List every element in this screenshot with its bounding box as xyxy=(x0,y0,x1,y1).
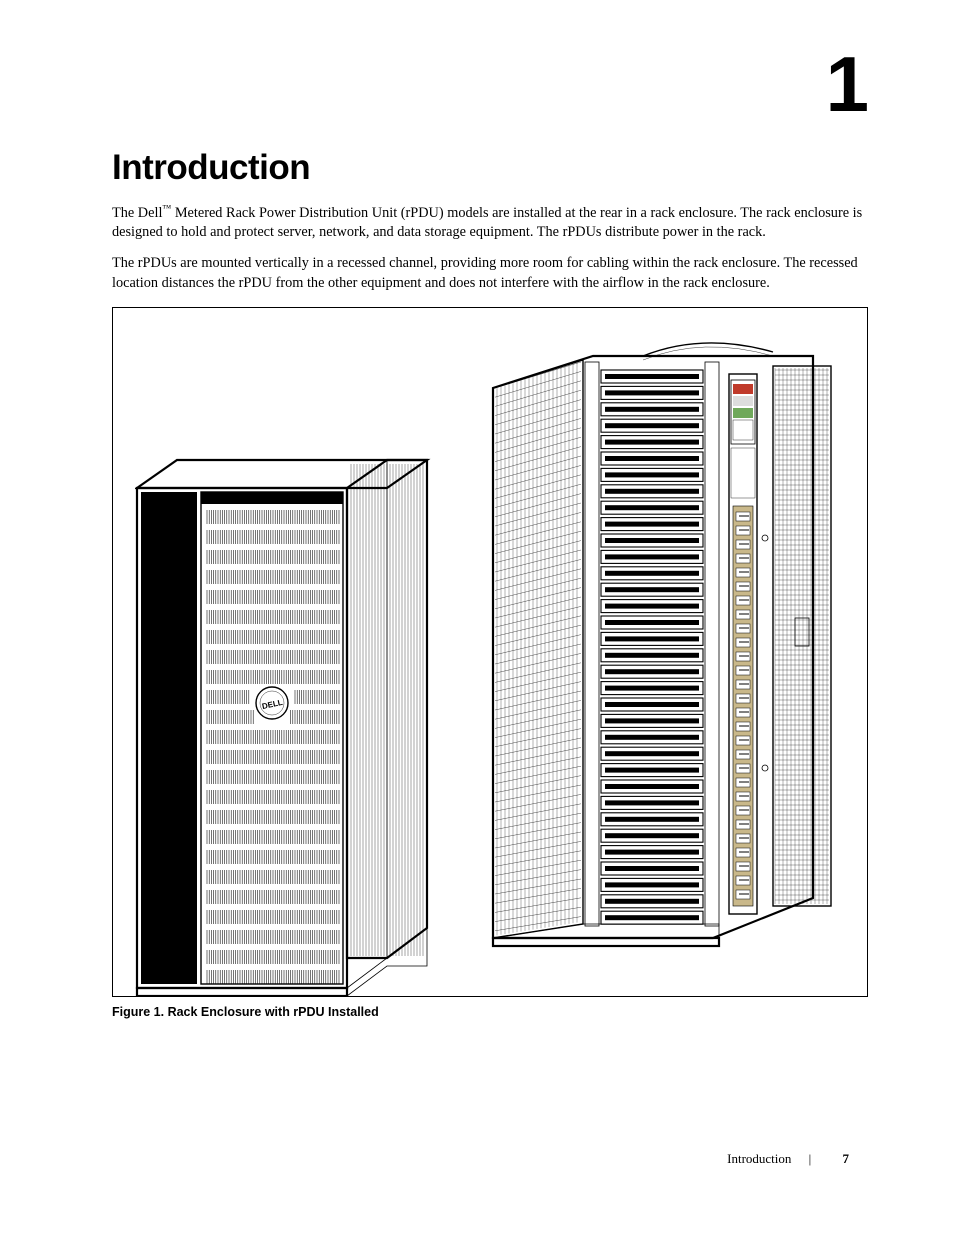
p1-post: Metered Rack Power Distribution Unit (rP… xyxy=(112,205,862,240)
page-footer: Introduction | 7 xyxy=(727,1151,849,1167)
footer-page-number: 7 xyxy=(843,1151,850,1166)
intro-paragraph-2: The rPDUs are mounted vertically in a re… xyxy=(112,254,872,293)
footer-section: Introduction xyxy=(727,1151,791,1166)
rack-rear-illustration xyxy=(473,338,853,988)
page-heading: Introduction xyxy=(112,148,872,188)
p1-pre: The Dell xyxy=(112,205,162,221)
figure-caption: Figure 1. Rack Enclosure with rPDU Insta… xyxy=(112,1005,872,1019)
intro-paragraph-1: The Dell™ Metered Rack Power Distributio… xyxy=(112,202,872,242)
figure-1-box: DELL xyxy=(112,307,868,997)
page-content: Introduction The Dell™ Metered Rack Powe… xyxy=(112,148,872,1019)
svg-text:DELL: DELL xyxy=(261,698,283,711)
footer-separator: | xyxy=(809,1151,812,1166)
trademark-symbol: ™ xyxy=(162,203,171,213)
chapter-number: 1 xyxy=(826,45,869,123)
rack-front-illustration: DELL xyxy=(135,458,470,997)
